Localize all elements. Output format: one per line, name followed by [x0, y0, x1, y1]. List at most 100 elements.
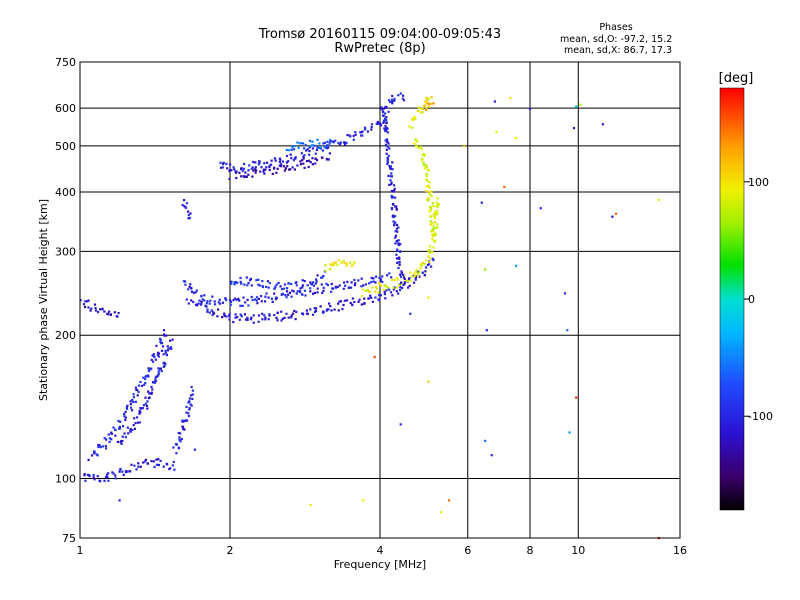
- data-point: [250, 316, 253, 319]
- data-point: [410, 275, 413, 278]
- data-point: [266, 161, 269, 164]
- data-point: [189, 394, 193, 397]
- data-point: [350, 281, 353, 284]
- data-point: [223, 314, 226, 317]
- data-point: [401, 97, 404, 100]
- data-point: [190, 385, 193, 389]
- data-point: [394, 196, 397, 199]
- data-point: [131, 428, 134, 432]
- data-point: [141, 407, 145, 410]
- data-point: [428, 248, 431, 252]
- data-point: [301, 279, 304, 282]
- data-point: [434, 226, 437, 229]
- data-point: [234, 171, 238, 174]
- data-point: [463, 144, 466, 147]
- data-point: [296, 141, 299, 144]
- data-point: [371, 300, 374, 303]
- data-point: [515, 136, 518, 139]
- data-point: [316, 274, 319, 277]
- data-point: [372, 280, 375, 283]
- data-point: [108, 437, 111, 440]
- data-point: [396, 249, 399, 253]
- data-point: [121, 435, 124, 438]
- data-point: [103, 310, 106, 313]
- data-point: [150, 391, 153, 394]
- data-point: [312, 284, 316, 287]
- data-point: [357, 279, 360, 282]
- data-point: [139, 411, 142, 414]
- data-point: [185, 405, 188, 408]
- data-point: [158, 337, 162, 340]
- data-point: [252, 160, 255, 164]
- data-point: [419, 145, 422, 148]
- data-point: [311, 313, 315, 316]
- data-point: [368, 282, 371, 285]
- data-point: [261, 280, 264, 283]
- data-point: [321, 149, 324, 152]
- data-point: [334, 286, 337, 289]
- data-point: [390, 98, 394, 101]
- data-point: [234, 316, 237, 319]
- data-point: [432, 214, 435, 217]
- data-point: [235, 170, 238, 173]
- data-point: [290, 295, 293, 298]
- data-point: [344, 143, 347, 146]
- data-point: [155, 375, 158, 378]
- data-point: [133, 464, 136, 467]
- data-point: [409, 279, 412, 282]
- data-point: [423, 262, 426, 265]
- data-point: [257, 314, 261, 317]
- data-point: [93, 478, 96, 481]
- data-point: [178, 436, 181, 439]
- data-point: [188, 397, 191, 400]
- data-point: [385, 148, 388, 151]
- data-point: [425, 185, 429, 188]
- data-point: [268, 314, 271, 317]
- data-point: [130, 409, 134, 412]
- data-point: [311, 144, 314, 147]
- data-point: [146, 407, 149, 410]
- data-point: [388, 272, 391, 275]
- data-point: [135, 468, 138, 471]
- data-point: [169, 467, 172, 470]
- data-point: [270, 159, 273, 162]
- data-point: [395, 205, 398, 208]
- data-point: [377, 298, 380, 301]
- data-point: [431, 257, 434, 260]
- data-point: [112, 472, 115, 475]
- data-point: [345, 264, 348, 267]
- data-point: [257, 297, 260, 300]
- data-point: [263, 314, 266, 317]
- data-point: [106, 473, 109, 476]
- data-point: [389, 291, 393, 294]
- data-point: [118, 425, 121, 429]
- data-point: [362, 284, 365, 287]
- data-point: [415, 145, 418, 148]
- data-point: [340, 261, 343, 264]
- data-point: [183, 205, 186, 208]
- data-point: [401, 286, 404, 289]
- data-point: [379, 278, 382, 281]
- data-point: [160, 349, 164, 352]
- data-point: [285, 287, 289, 290]
- colorbar-label: [deg]: [719, 71, 754, 86]
- data-point: [87, 458, 90, 461]
- y-tick-label: 75: [62, 532, 76, 545]
- plot-frame: [79, 61, 681, 539]
- data-point: [402, 276, 406, 279]
- data-point: [197, 302, 200, 305]
- data-point: [329, 140, 332, 143]
- data-point: [439, 511, 443, 514]
- data-point: [436, 223, 439, 226]
- data-point: [436, 197, 439, 200]
- data-point: [295, 310, 298, 313]
- data-point: [290, 316, 293, 319]
- data-point: [309, 290, 312, 293]
- data-point: [398, 260, 401, 264]
- data-point: [329, 305, 332, 308]
- data-point: [244, 318, 248, 321]
- data-point: [270, 163, 273, 166]
- data-point: [172, 460, 175, 464]
- data-point: [358, 298, 361, 301]
- data-point: [196, 304, 199, 307]
